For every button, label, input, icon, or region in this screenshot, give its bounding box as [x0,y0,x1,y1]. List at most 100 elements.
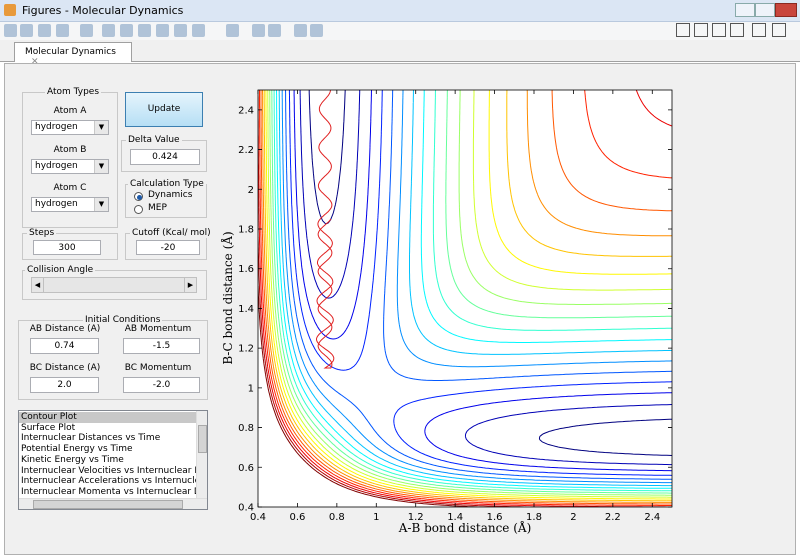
radio-button[interactable] [134,205,143,214]
plot-area [258,90,672,507]
group-title: Collision Angle [25,265,96,275]
radio-label: MEP [148,203,167,213]
collision-angle-group: Collision Angle ◀ ▶ [22,265,207,300]
contour-line [293,90,672,472]
tab[interactable]: Molecular Dynamics ✕ [14,42,132,67]
field-input[interactable]: 2.0 [30,377,99,393]
scroll-thumb[interactable] [33,500,183,509]
y-tick-label: 2.4 [238,105,254,116]
tab-strip: Molecular Dynamics ✕ [0,40,800,67]
update-button[interactable]: Update [125,92,203,127]
atom-dropdown[interactable]: hydrogen ▼ [31,197,109,212]
list-item[interactable]: Internuclear Velocities vs Internuclear … [21,465,196,476]
horizontal-scrollbar[interactable] [19,498,207,509]
title-bar: Figures - Molecular Dynamics [0,0,800,22]
toolbar-button[interactable] [226,24,239,37]
scroll-thumb[interactable] [198,425,207,453]
list-item[interactable]: Internuclear Accelerations vs Internucle… [21,476,196,487]
y-axis-label: B-C bond distance (Å) [220,231,235,364]
dropdown-arrow[interactable]: ▼ [94,121,108,134]
slider-right[interactable]: ▶ [184,278,196,292]
contour-line [308,90,672,456]
window-title: Figures - Molecular Dynamics [22,4,184,17]
contour-line [285,90,672,480]
toolbar-button[interactable] [4,24,17,37]
list-item[interactable]: Potential Energy vs Time [21,444,133,455]
toolbar-button[interactable] [156,24,169,37]
collision-angle-slider[interactable]: ◀ ▶ [31,277,197,293]
layout-button[interactable] [676,23,690,37]
x-tick-label: 0.8 [329,512,345,523]
contours [258,90,672,507]
x-tick-label: 0.6 [289,512,305,523]
list-item[interactable]: Internuclear Momenta vs Internuclear Dis… [21,486,196,497]
toolbar-button[interactable] [38,24,51,37]
layout-button[interactable] [694,23,708,37]
toolbar-button[interactable] [252,24,265,37]
x-tick-label: 2.2 [605,512,621,523]
tab-close[interactable]: ✕ [31,57,39,67]
dropdown-arrow[interactable]: ▼ [94,198,108,211]
toolbar [0,22,800,40]
layout-button[interactable] [772,23,786,37]
group-title: Steps [27,228,57,238]
atom-label: Atom A [53,106,87,116]
vertical-scrollbar[interactable] [196,411,207,498]
toolbar-button[interactable] [310,24,323,37]
contour-line [263,90,672,502]
toolbar-button[interactable] [192,24,205,37]
cutoff-input[interactable]: -20 [136,240,200,255]
x-tick-label: 1.4 [447,512,463,523]
toolbar-button[interactable] [20,24,33,37]
steps-input[interactable]: 300 [33,240,101,255]
radio-dot [137,195,142,200]
toolbar-button[interactable] [138,24,151,37]
field-input[interactable]: -1.5 [123,338,200,354]
x-axis-label: A-B bond distance (Å) [398,520,532,535]
field-input[interactable]: 0.74 [30,338,99,354]
y-tick-label: 2 [248,185,254,196]
radio-label: Dynamics [148,190,193,200]
toolbar-button[interactable] [268,24,281,37]
group-title: Initial Conditions [83,315,163,325]
contour-line [267,90,672,498]
toolbar-button[interactable] [294,24,307,37]
close-button[interactable] [775,3,797,17]
slider-left[interactable]: ◀ [32,278,44,292]
field-label: BC Distance (A) [29,363,101,373]
y-tick-label: 1.4 [238,304,254,315]
steps-group: Steps 300 [22,228,118,260]
list-item[interactable]: Surface Plot [21,422,76,433]
layout-button[interactable] [752,23,766,37]
toolbar-button[interactable] [80,24,93,37]
x-tick-label: 2 [570,512,576,523]
group-title: Calculation Type [128,179,206,189]
contour-line [278,90,672,487]
contour-line [265,90,672,500]
atom-dropdown[interactable]: hydrogen ▼ [31,120,109,135]
list-item[interactable]: Contour Plot [19,412,196,423]
list-item[interactable]: Internuclear Distances vs Time [21,433,161,444]
axes-frame [257,89,673,508]
field-input[interactable]: -2.0 [123,377,200,393]
atom-label: Atom C [53,183,87,193]
layout-button[interactable] [712,23,726,37]
contour-chart: A-B bond distance (Å) B-C bond distance … [220,89,673,535]
maximize-button[interactable] [755,3,775,17]
y-tick-label: 1 [248,383,254,394]
toolbar-button[interactable] [120,24,133,37]
radio-button[interactable] [134,192,143,201]
dropdown-arrow[interactable]: ▼ [94,159,108,173]
contour-line [269,90,672,496]
atom-types-group: Atom Types [22,87,118,228]
atom-dropdown[interactable]: hydrogen ▼ [31,158,109,174]
layout-button[interactable] [730,23,744,37]
minimize-button[interactable] [735,3,755,17]
toolbar-button[interactable] [56,24,69,37]
group-title: Atom Types [45,87,102,97]
toolbar-button[interactable] [102,24,115,37]
toolbar-button[interactable] [174,24,187,37]
delta-value-input[interactable]: 0.424 [130,149,200,165]
list-item[interactable]: Kinetic Energy vs Time [21,454,124,465]
